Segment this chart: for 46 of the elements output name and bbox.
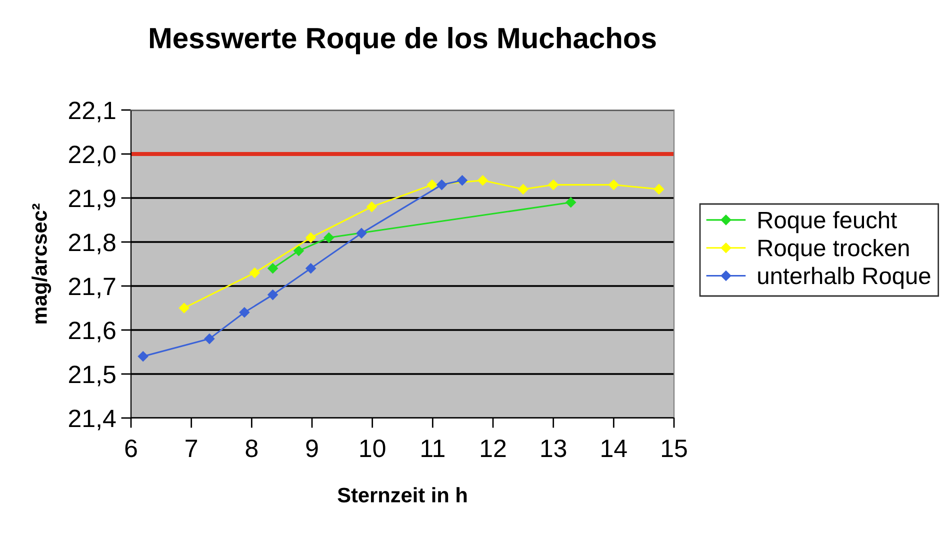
- legend-label: unterhalb Roque: [758, 266, 930, 289]
- x-tick-label: 10: [360, 439, 386, 458]
- point: [356, 228, 367, 238]
- x-tick-label: 13: [541, 439, 566, 458]
- y-tick-label: 21,4: [69, 410, 116, 430]
- x-tick-label: 8: [246, 439, 258, 458]
- point: [457, 175, 468, 186]
- y-tick-label: 21,8: [69, 234, 116, 254]
- x-tick-label: 9: [306, 439, 318, 458]
- point: [268, 290, 278, 300]
- y-tick-label: 22,1: [69, 102, 116, 122]
- point: [324, 232, 334, 243]
- point: [548, 180, 558, 190]
- y-axis-title: mag/arcsec²: [32, 204, 52, 324]
- x-tick-label: 15: [662, 440, 687, 458]
- point: [654, 184, 664, 194]
- point: [178, 302, 190, 314]
- x-tick-label: 7: [186, 440, 198, 457]
- y-tick-label: 21,6: [69, 322, 116, 342]
- y-tick-label: 21,5: [69, 366, 116, 386]
- point: [518, 184, 528, 194]
- y-tick-label: 22,0: [69, 146, 116, 166]
- x-tick-label: 12: [481, 439, 506, 457]
- point: [478, 175, 488, 186]
- point: [239, 307, 250, 318]
- point: [566, 197, 576, 208]
- point: [306, 232, 316, 243]
- chart-title: Messwerte Roque de los Muchachos: [150, 27, 656, 54]
- point: [436, 180, 447, 190]
- point: [138, 351, 148, 362]
- legend-label: Roque trocken: [758, 238, 909, 262]
- point: [306, 263, 316, 274]
- x-tick-label: 11: [422, 440, 444, 457]
- point: [426, 180, 438, 190]
- point: [268, 263, 278, 274]
- point: [608, 180, 619, 190]
- legend-label: Roque feucht: [758, 211, 897, 234]
- x-tick-label: 14: [602, 440, 627, 457]
- x-axis-title: Sternzeit in h: [338, 487, 467, 502]
- y-tick-label: 21,7: [69, 278, 116, 298]
- y-tick-label: 21,9: [69, 190, 116, 210]
- point: [294, 246, 304, 256]
- x-tick-label: 6: [125, 439, 137, 458]
- point: [204, 334, 215, 344]
- point: [366, 202, 377, 212]
- point: [250, 268, 260, 278]
